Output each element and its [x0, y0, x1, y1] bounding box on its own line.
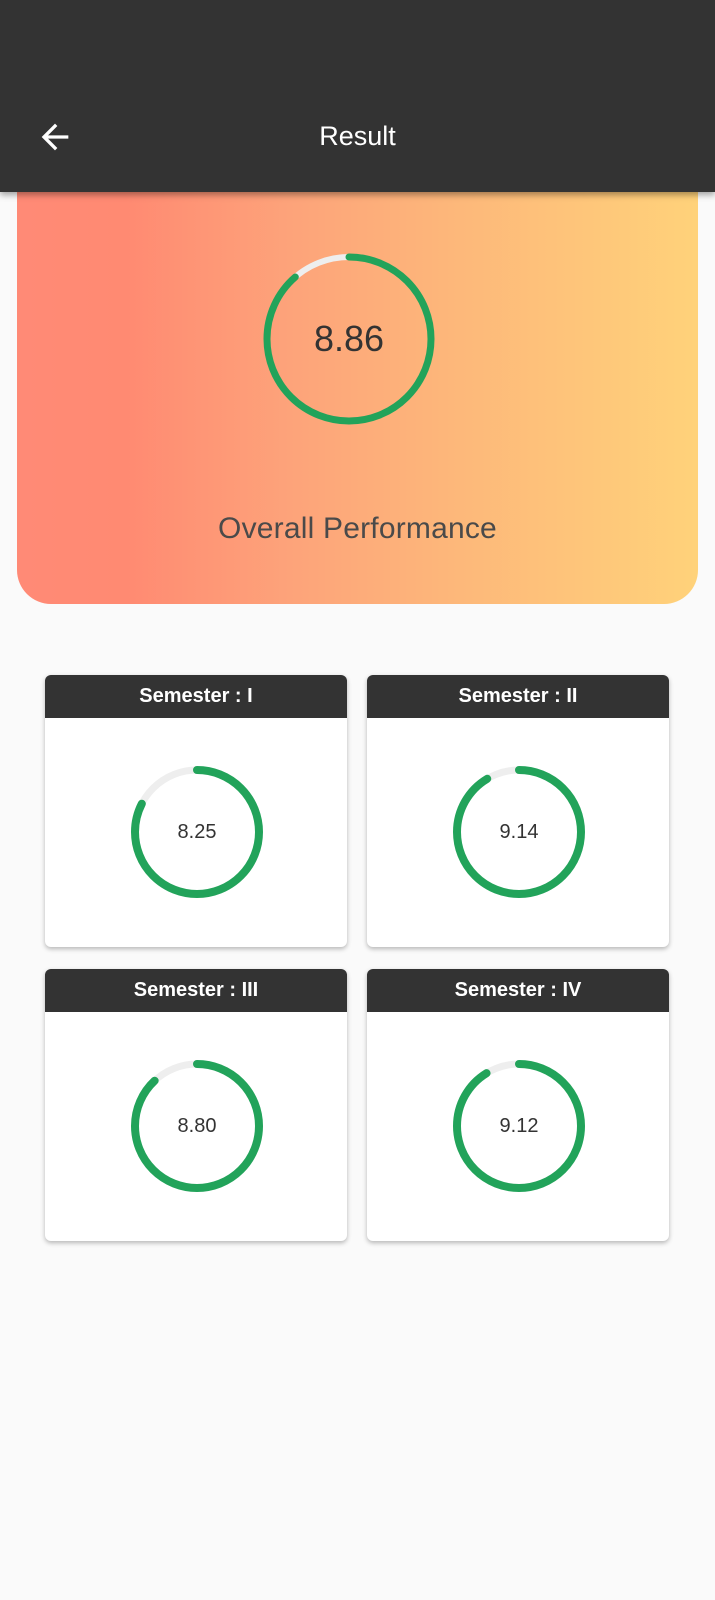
semester-progress-arc: [131, 766, 263, 898]
semester-title: Semester : III: [45, 969, 347, 1012]
overall-progress-ring: 8.86: [260, 250, 438, 428]
arrow-left-icon: [41, 123, 69, 151]
semester-score: 8.80: [177, 1114, 217, 1137]
page-title: Result: [319, 121, 396, 151]
semester-card[interactable]: Semester : IV 9.12: [367, 969, 669, 1241]
semester-score: 9.14: [499, 820, 539, 843]
semester-progress-ring: 9.12: [452, 1059, 586, 1193]
app-bar: Result: [0, 0, 715, 192]
overall-score: 8.86: [313, 318, 385, 359]
overall-performance-card: 8.86 Overall Performance: [17, 150, 698, 604]
semester-card[interactable]: Semester : III 8.80: [45, 969, 347, 1241]
overall-performance-label: Overall Performance: [218, 512, 497, 545]
semester-progress-arc: [453, 1060, 585, 1192]
overall-progress-arc: [263, 253, 435, 425]
semester-title: Semester : I: [45, 675, 347, 718]
semester-score: 9.12: [499, 1114, 539, 1137]
semester-score: 8.25: [177, 820, 217, 843]
semester-progress-ring: 8.25: [130, 765, 264, 899]
semester-progress-arc: [453, 766, 585, 898]
semester-title: Semester : II: [367, 675, 669, 718]
semester-progress-ring: 8.80: [130, 1059, 264, 1193]
semester-card[interactable]: Semester : II 9.14: [367, 675, 669, 947]
semester-progress-arc: [131, 1060, 263, 1192]
semester-progress-ring: 9.14: [452, 765, 586, 899]
semester-title: Semester : IV: [367, 969, 669, 1012]
semester-card[interactable]: Semester : I 8.25: [45, 675, 347, 947]
back-button[interactable]: [30, 112, 80, 162]
